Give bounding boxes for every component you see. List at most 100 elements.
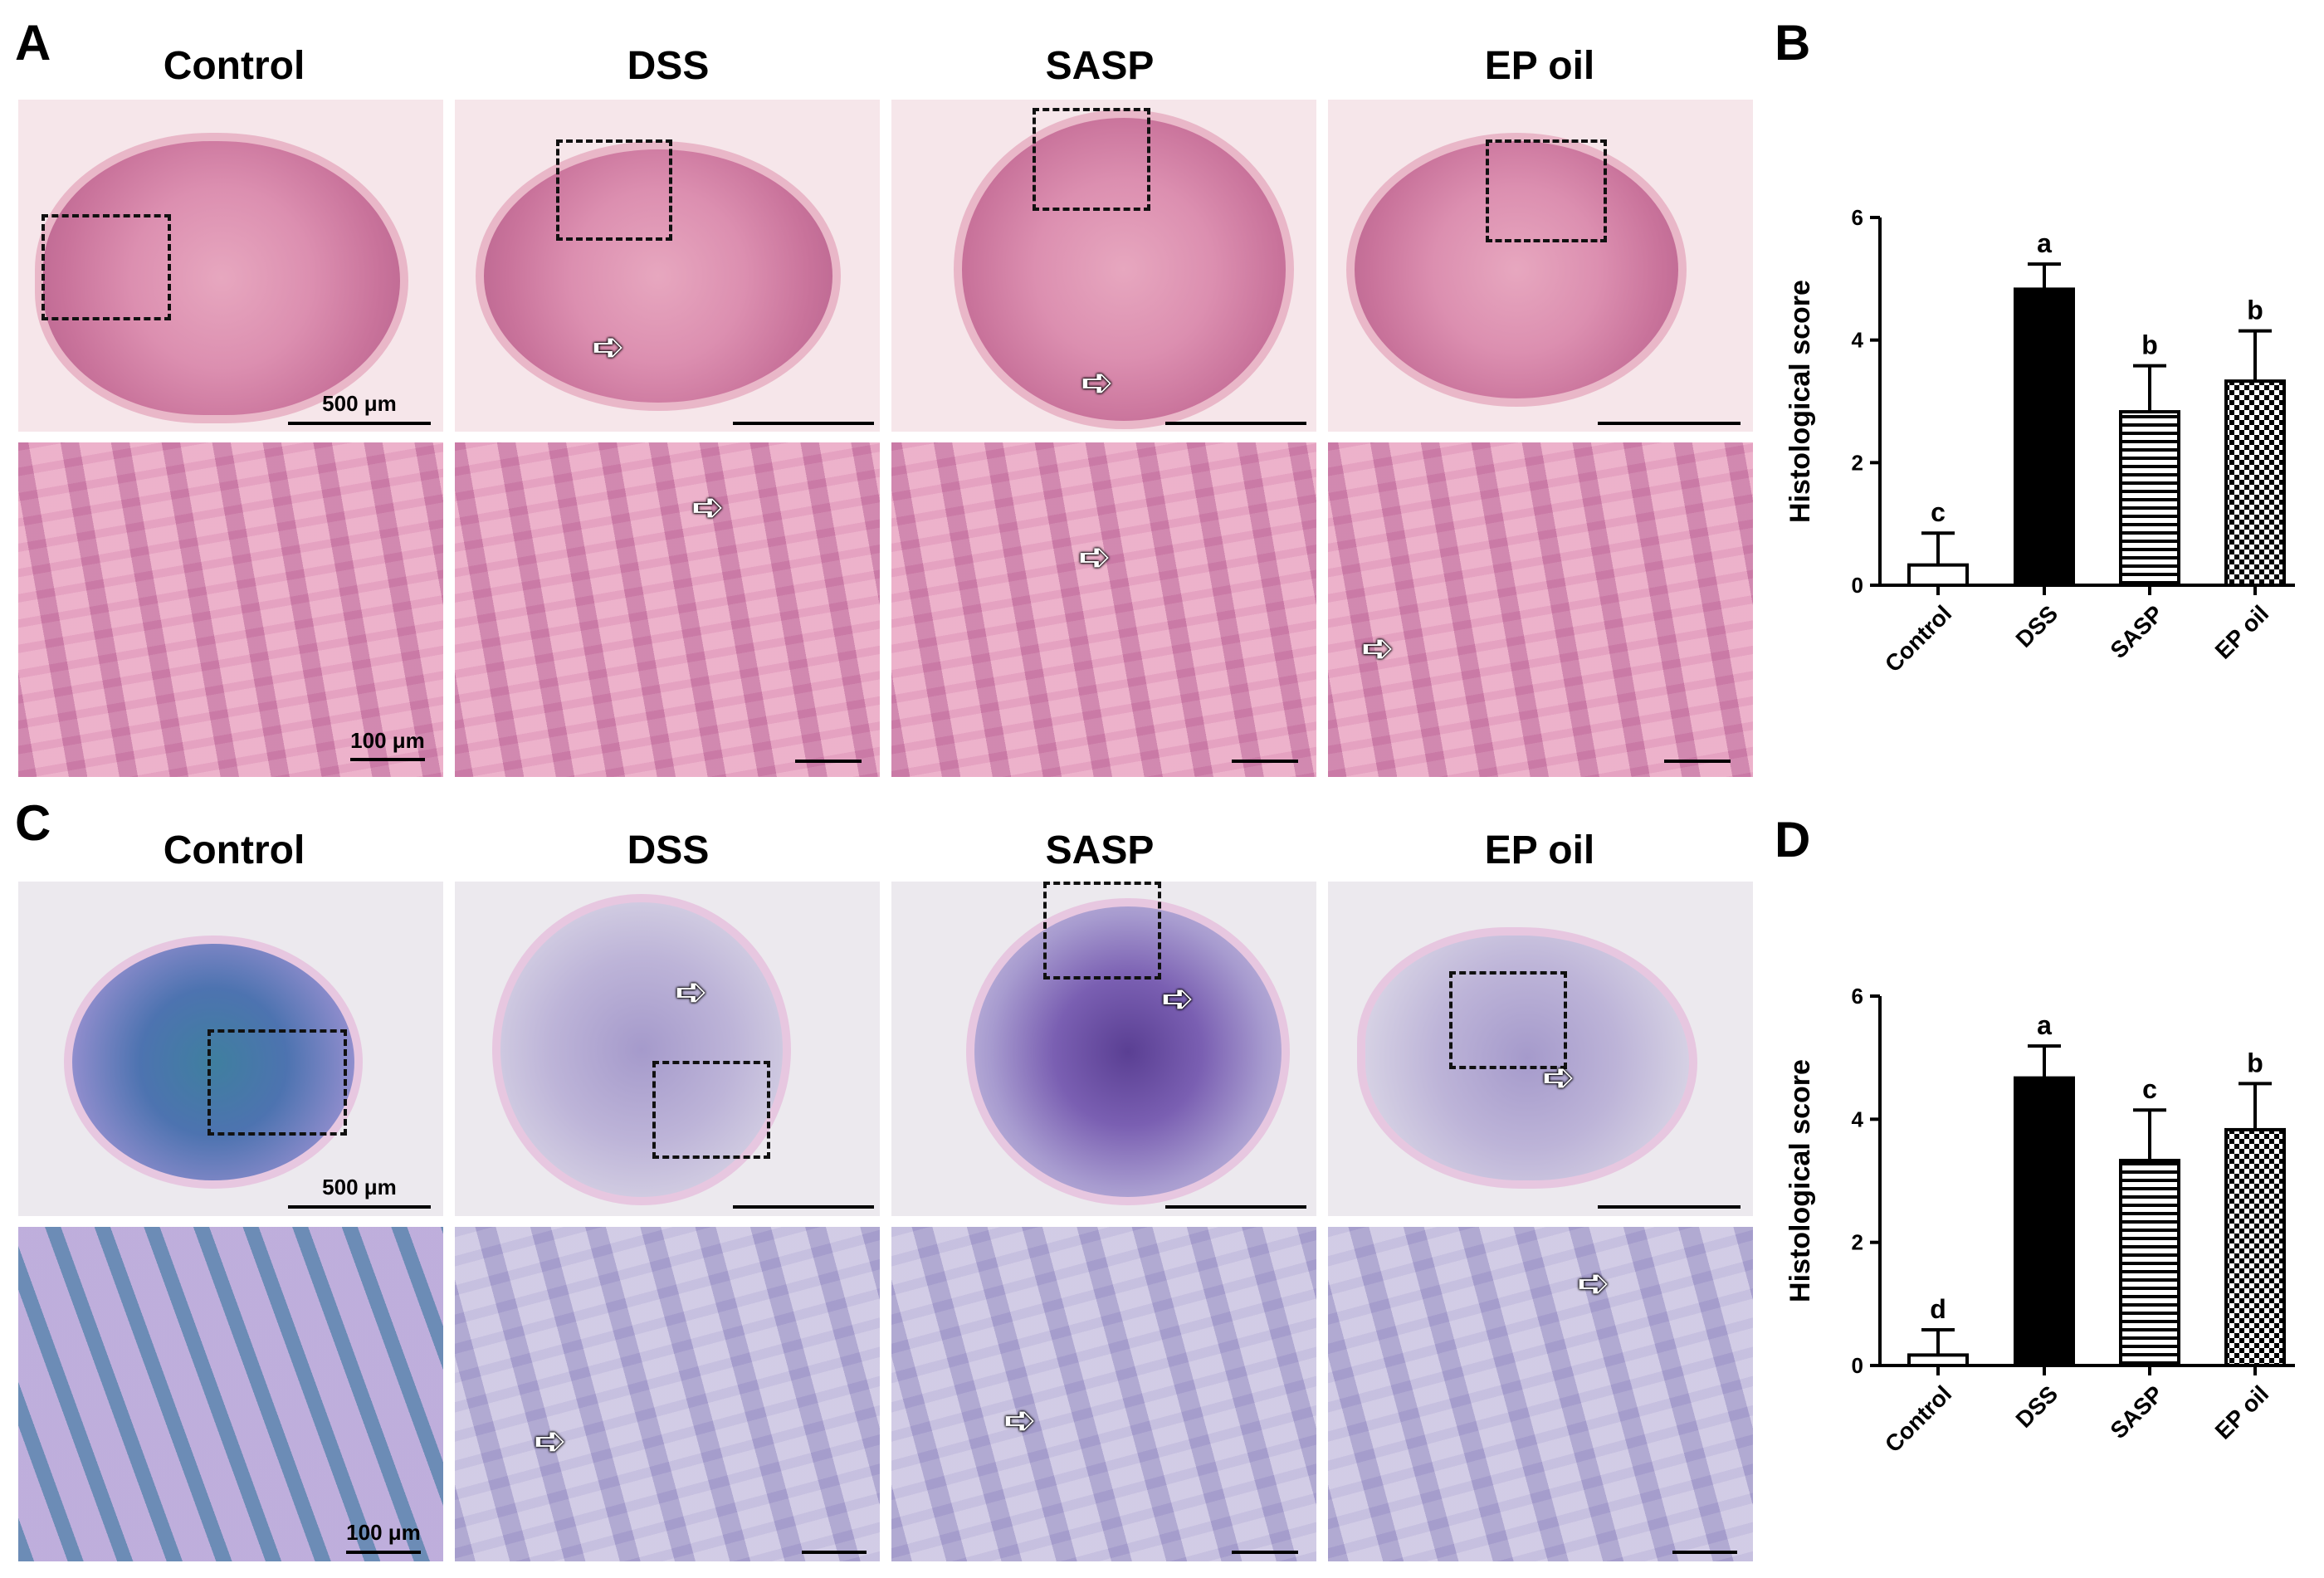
x-tick-label: SASP [2105, 600, 2168, 663]
lesion-arrow: ➪ [1078, 535, 1112, 579]
y-tick-label: 4 [1852, 328, 1864, 353]
colon-section [954, 110, 1294, 429]
bar-dss [2014, 1076, 2075, 1367]
zoom-region-box [1449, 971, 1567, 1069]
he-overview-sasp: ➪ [891, 100, 1316, 432]
scale-bar [733, 1205, 874, 1209]
column-title-ep-oil-c: EP oil [1484, 828, 1595, 872]
lesion-arrow: ➪ [1003, 1399, 1038, 1443]
scale-label: 100 μm [350, 728, 425, 753]
tissue-texture [18, 442, 443, 777]
bar-dss [2014, 287, 2075, 587]
he-overview-control: 500 μm [18, 100, 443, 432]
he-zoom-sasp: ➪ [891, 442, 1316, 777]
bar-ep-oil [2224, 379, 2286, 588]
scale-bar [288, 1205, 431, 1209]
y-tick-label: 2 [1852, 450, 1863, 475]
scale-bar [1165, 1205, 1306, 1209]
colon-section [1346, 133, 1687, 407]
zoom-region-box [1486, 139, 1607, 242]
bar-chart-b: 0 2 4 6 Histological score c Control a DSS b SASP b… [1784, 205, 2295, 677]
scale-bar [733, 422, 874, 425]
scale-bar [1598, 422, 1741, 425]
abpas-zoom-sasp: ➪ [891, 1227, 1316, 1561]
column-title-sasp-a: SASP [1045, 44, 1155, 88]
tissue-texture [18, 1227, 443, 1561]
zoom-region-box [652, 1061, 770, 1159]
lesion-arrow: ➪ [1081, 361, 1115, 405]
column-title-dss-c: DSS [627, 828, 710, 872]
lesion-arrow: ➪ [592, 325, 626, 369]
abpas-zoom-dss: ➪ [455, 1227, 880, 1561]
y-tick-label: 6 [1852, 984, 1863, 1009]
he-zoom-dss: ➪ [455, 442, 880, 777]
colon-section [1357, 927, 1697, 1189]
significance-letter: b [2247, 1048, 2263, 1077]
x-tick-label: Control [1880, 600, 1956, 677]
lesion-arrow: ➪ [1542, 1056, 1576, 1100]
significance-letter: b [2141, 330, 2158, 360]
scale-bar [1598, 1205, 1741, 1209]
y-axis-label: Histological score [1784, 1059, 1816, 1302]
y-axis-label: Histological score [1784, 280, 1816, 523]
significance-letter: c [1931, 497, 1946, 527]
column-title-sasp-c: SASP [1045, 828, 1155, 872]
bar-control [1907, 563, 1969, 588]
tissue-texture [455, 1227, 880, 1561]
abpas-overview-dss: ➪ [455, 882, 880, 1216]
lesion-arrow: ➪ [534, 1419, 568, 1463]
scale-bar [1672, 1551, 1737, 1554]
x-tick-label: EP oil [2210, 600, 2274, 664]
panel-letter-b: B [1775, 15, 1811, 71]
significance-letter: c [2142, 1074, 2157, 1104]
colon-section [35, 133, 408, 423]
lesion-arrow: ➪ [1577, 1262, 1611, 1306]
bar-control [1907, 1353, 1969, 1367]
scale-bar [1232, 760, 1298, 763]
scale-bar [1165, 422, 1306, 425]
tissue-texture [455, 442, 880, 777]
lesion-arrow: ➪ [675, 970, 709, 1014]
colon-section [966, 898, 1290, 1205]
column-title-dss-a: DSS [627, 44, 710, 88]
x-tick-label: DSS [2011, 600, 2063, 652]
panel-letter-d: D [1775, 812, 1811, 867]
panel-letter-c: C [15, 795, 51, 851]
colon-section [476, 141, 841, 411]
abpas-overview-control: 500 μm [18, 882, 443, 1216]
y-tick-label: 4 [1852, 1107, 1864, 1131]
significance-letter: a [2037, 1010, 2052, 1040]
scale-bar [1664, 760, 1731, 763]
tissue-texture [1328, 1227, 1753, 1561]
lesion-arrow: ➪ [691, 486, 725, 530]
significance-letter: b [2247, 296, 2263, 325]
scale-bar [802, 1551, 867, 1554]
zoom-region-box [1043, 882, 1161, 980]
scale-bar [1232, 1551, 1298, 1554]
column-title-control-c: Control [163, 828, 305, 872]
colon-section [492, 894, 791, 1205]
scale-bar [346, 1551, 421, 1554]
panel-letter-a: A [15, 15, 51, 71]
he-zoom-control: 100 μm [18, 442, 443, 777]
lesion-arrow: ➪ [1161, 977, 1195, 1021]
y-tick-label: 2 [1852, 1230, 1863, 1255]
significance-letter: a [2037, 228, 2052, 258]
significance-letter: d [1930, 1294, 1946, 1324]
abpas-zoom-ep-oil: ➪ [1328, 1227, 1753, 1561]
tissue-texture [1328, 442, 1753, 777]
bar-chart-d: 0 2 4 6 Histological score d Control a DSS c SASP b… [1784, 984, 2295, 1458]
bar-sasp [2119, 410, 2180, 587]
he-overview-dss: ➪ [455, 100, 880, 432]
x-tick-label: DSS [2011, 1380, 2063, 1433]
zoom-region-box [1033, 108, 1150, 211]
bar-sasp [2119, 1159, 2180, 1367]
scale-bar [795, 760, 862, 763]
zoom-region-box [42, 214, 171, 320]
column-title-ep-oil-a: EP oil [1484, 44, 1595, 88]
bar-ep-oil [2224, 1127, 2286, 1367]
tissue-texture [891, 442, 1316, 777]
y-tick-label: 0 [1852, 573, 1863, 598]
abpas-overview-ep-oil: ➪ [1328, 882, 1753, 1216]
scale-bar [288, 422, 431, 425]
